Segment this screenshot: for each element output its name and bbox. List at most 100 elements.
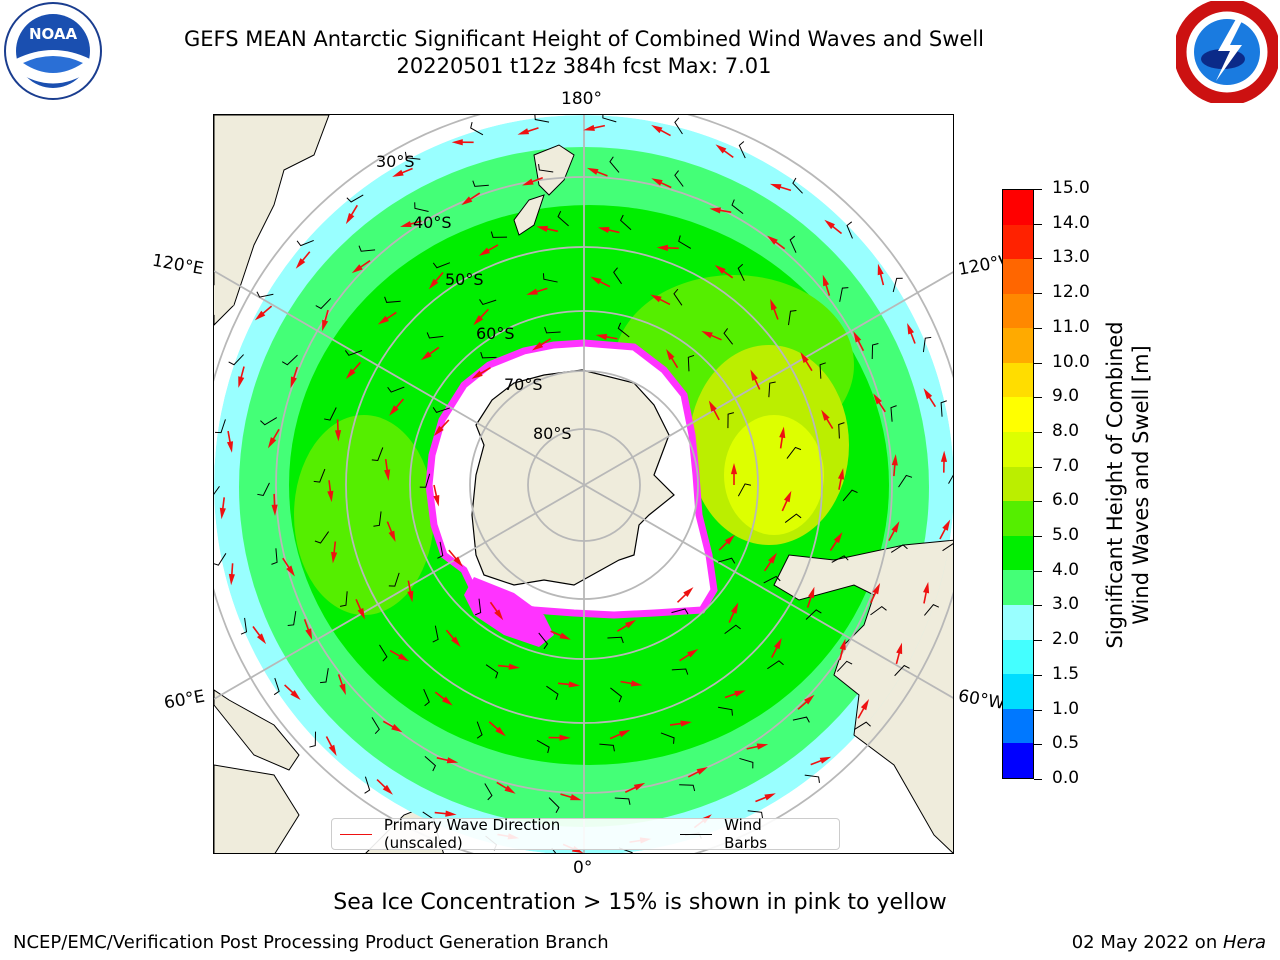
wave-arrow-head <box>271 504 278 516</box>
wind-barb <box>613 267 622 285</box>
wave-arrow-head <box>583 124 595 131</box>
colorbar-segment <box>1003 708 1033 744</box>
lat-label-40s: 40°S <box>413 213 452 232</box>
wind-barbs <box>214 115 953 853</box>
wind-barb <box>214 486 220 495</box>
wind-barb <box>671 608 689 615</box>
wind-barb <box>831 555 849 563</box>
wave-arrow-head <box>478 247 491 256</box>
wave-arrow-head <box>630 680 643 687</box>
colorbar-tick <box>1034 501 1042 503</box>
wave-arrow-head <box>701 331 713 339</box>
wind-barb <box>948 474 953 484</box>
wind-barb <box>346 194 364 203</box>
wave-arrow-head <box>397 653 410 662</box>
wind-barb <box>660 732 675 744</box>
wind-barb <box>610 687 623 703</box>
wave-arrow-head <box>517 128 530 135</box>
wind-barb <box>371 717 380 735</box>
wave-arrow-head <box>773 637 782 650</box>
wave-arrow-head <box>618 729 631 738</box>
wave-arrow-head <box>526 288 538 295</box>
lon-label-60w: 60°W <box>956 686 1007 714</box>
wave-arrow-head <box>433 494 440 507</box>
wave-arrow-head <box>226 441 234 453</box>
wind-barb <box>671 668 689 675</box>
wave-arrow-head <box>891 454 898 466</box>
wind-barb <box>731 199 744 215</box>
colorbar-tick <box>1034 605 1042 607</box>
wind-barb <box>470 122 484 136</box>
wave-arrow-head <box>756 743 769 750</box>
wind-barb <box>717 706 733 716</box>
wave-arrow-head <box>650 294 662 303</box>
colorbar-segment <box>1003 674 1033 709</box>
wave-arrow-head <box>382 784 393 795</box>
wind-barb <box>432 262 451 269</box>
wind-barb <box>890 405 897 422</box>
wave-arrow-head <box>433 425 444 437</box>
wind-barb <box>846 221 853 239</box>
wind-barb <box>260 417 278 426</box>
wave-arrow-head <box>392 169 404 177</box>
wind-barb <box>474 598 482 616</box>
colorbar-label: Significant Height of Combined Wind Wave… <box>1102 321 1155 648</box>
colorbar-label-line2: Wind Waves and Swell [m] <box>1129 345 1153 625</box>
colorbar-segment <box>1003 743 1033 778</box>
wind-barb <box>271 548 278 565</box>
wave-arrow-head <box>730 463 738 475</box>
wind-barb <box>805 609 822 620</box>
wind-barb <box>788 309 797 326</box>
wind-barb <box>538 163 554 173</box>
graticule <box>214 115 953 853</box>
wave-arrow-head <box>730 602 739 614</box>
wave-arrow-head <box>923 581 930 594</box>
legend-label-wave: Primary Wave Direction (unscaled) <box>383 816 561 852</box>
colorbar-segment <box>1003 535 1033 571</box>
wind-barb <box>419 473 431 488</box>
wave-arrow-head <box>821 409 830 421</box>
colorbar-tick-label: 8.0 <box>1052 420 1080 441</box>
wave-arrow-head <box>441 696 453 706</box>
wind-barb <box>437 541 444 559</box>
colorbar-tick-label: 1.0 <box>1052 698 1080 719</box>
wave-arrow-head <box>461 196 473 206</box>
wind-barb <box>727 412 735 429</box>
colorbar-tick <box>1034 709 1042 711</box>
wave-arrow-head <box>305 628 313 640</box>
wave-arrow-head <box>770 298 778 311</box>
colorbar-tick <box>1034 466 1042 468</box>
wave-arrow-head <box>453 556 463 567</box>
wind-barb <box>768 381 776 398</box>
wave-arrow-head <box>651 125 663 134</box>
wind-barb <box>324 407 337 421</box>
wind-barb <box>679 784 696 792</box>
wave-arrow-head <box>860 699 870 711</box>
wave-arrow-head <box>286 565 295 577</box>
wave-arrow-head <box>407 590 414 603</box>
colorbar-tick <box>1034 189 1042 190</box>
colorbar-tick-label: 4.0 <box>1052 559 1080 580</box>
wind-barb <box>490 231 508 238</box>
wind-barb <box>548 797 560 813</box>
wave-arrow-head <box>451 636 461 648</box>
wave-arrow-head <box>839 638 846 651</box>
wind-barb <box>924 604 940 616</box>
wave-arrow-head <box>595 333 608 340</box>
wind-barb <box>373 511 382 527</box>
wave-arrow-head <box>559 632 571 640</box>
wave-arrow-head <box>833 532 843 544</box>
wind-barb <box>364 776 371 794</box>
wind-barb <box>819 362 826 379</box>
wave-arrow-head <box>400 220 412 227</box>
wave-arrow-head <box>633 782 646 791</box>
wave-arrow-head <box>328 744 337 757</box>
wave-arrow-head <box>708 400 717 412</box>
wave-arrow-head <box>391 723 403 733</box>
colorbar-tick-label: 5.0 <box>1052 525 1080 546</box>
wave-arrow-head <box>768 552 777 564</box>
wave-arrow-head <box>822 274 830 287</box>
wind-barb <box>763 575 781 584</box>
wind-barb <box>673 288 683 306</box>
wave-arrow-head <box>696 766 708 775</box>
